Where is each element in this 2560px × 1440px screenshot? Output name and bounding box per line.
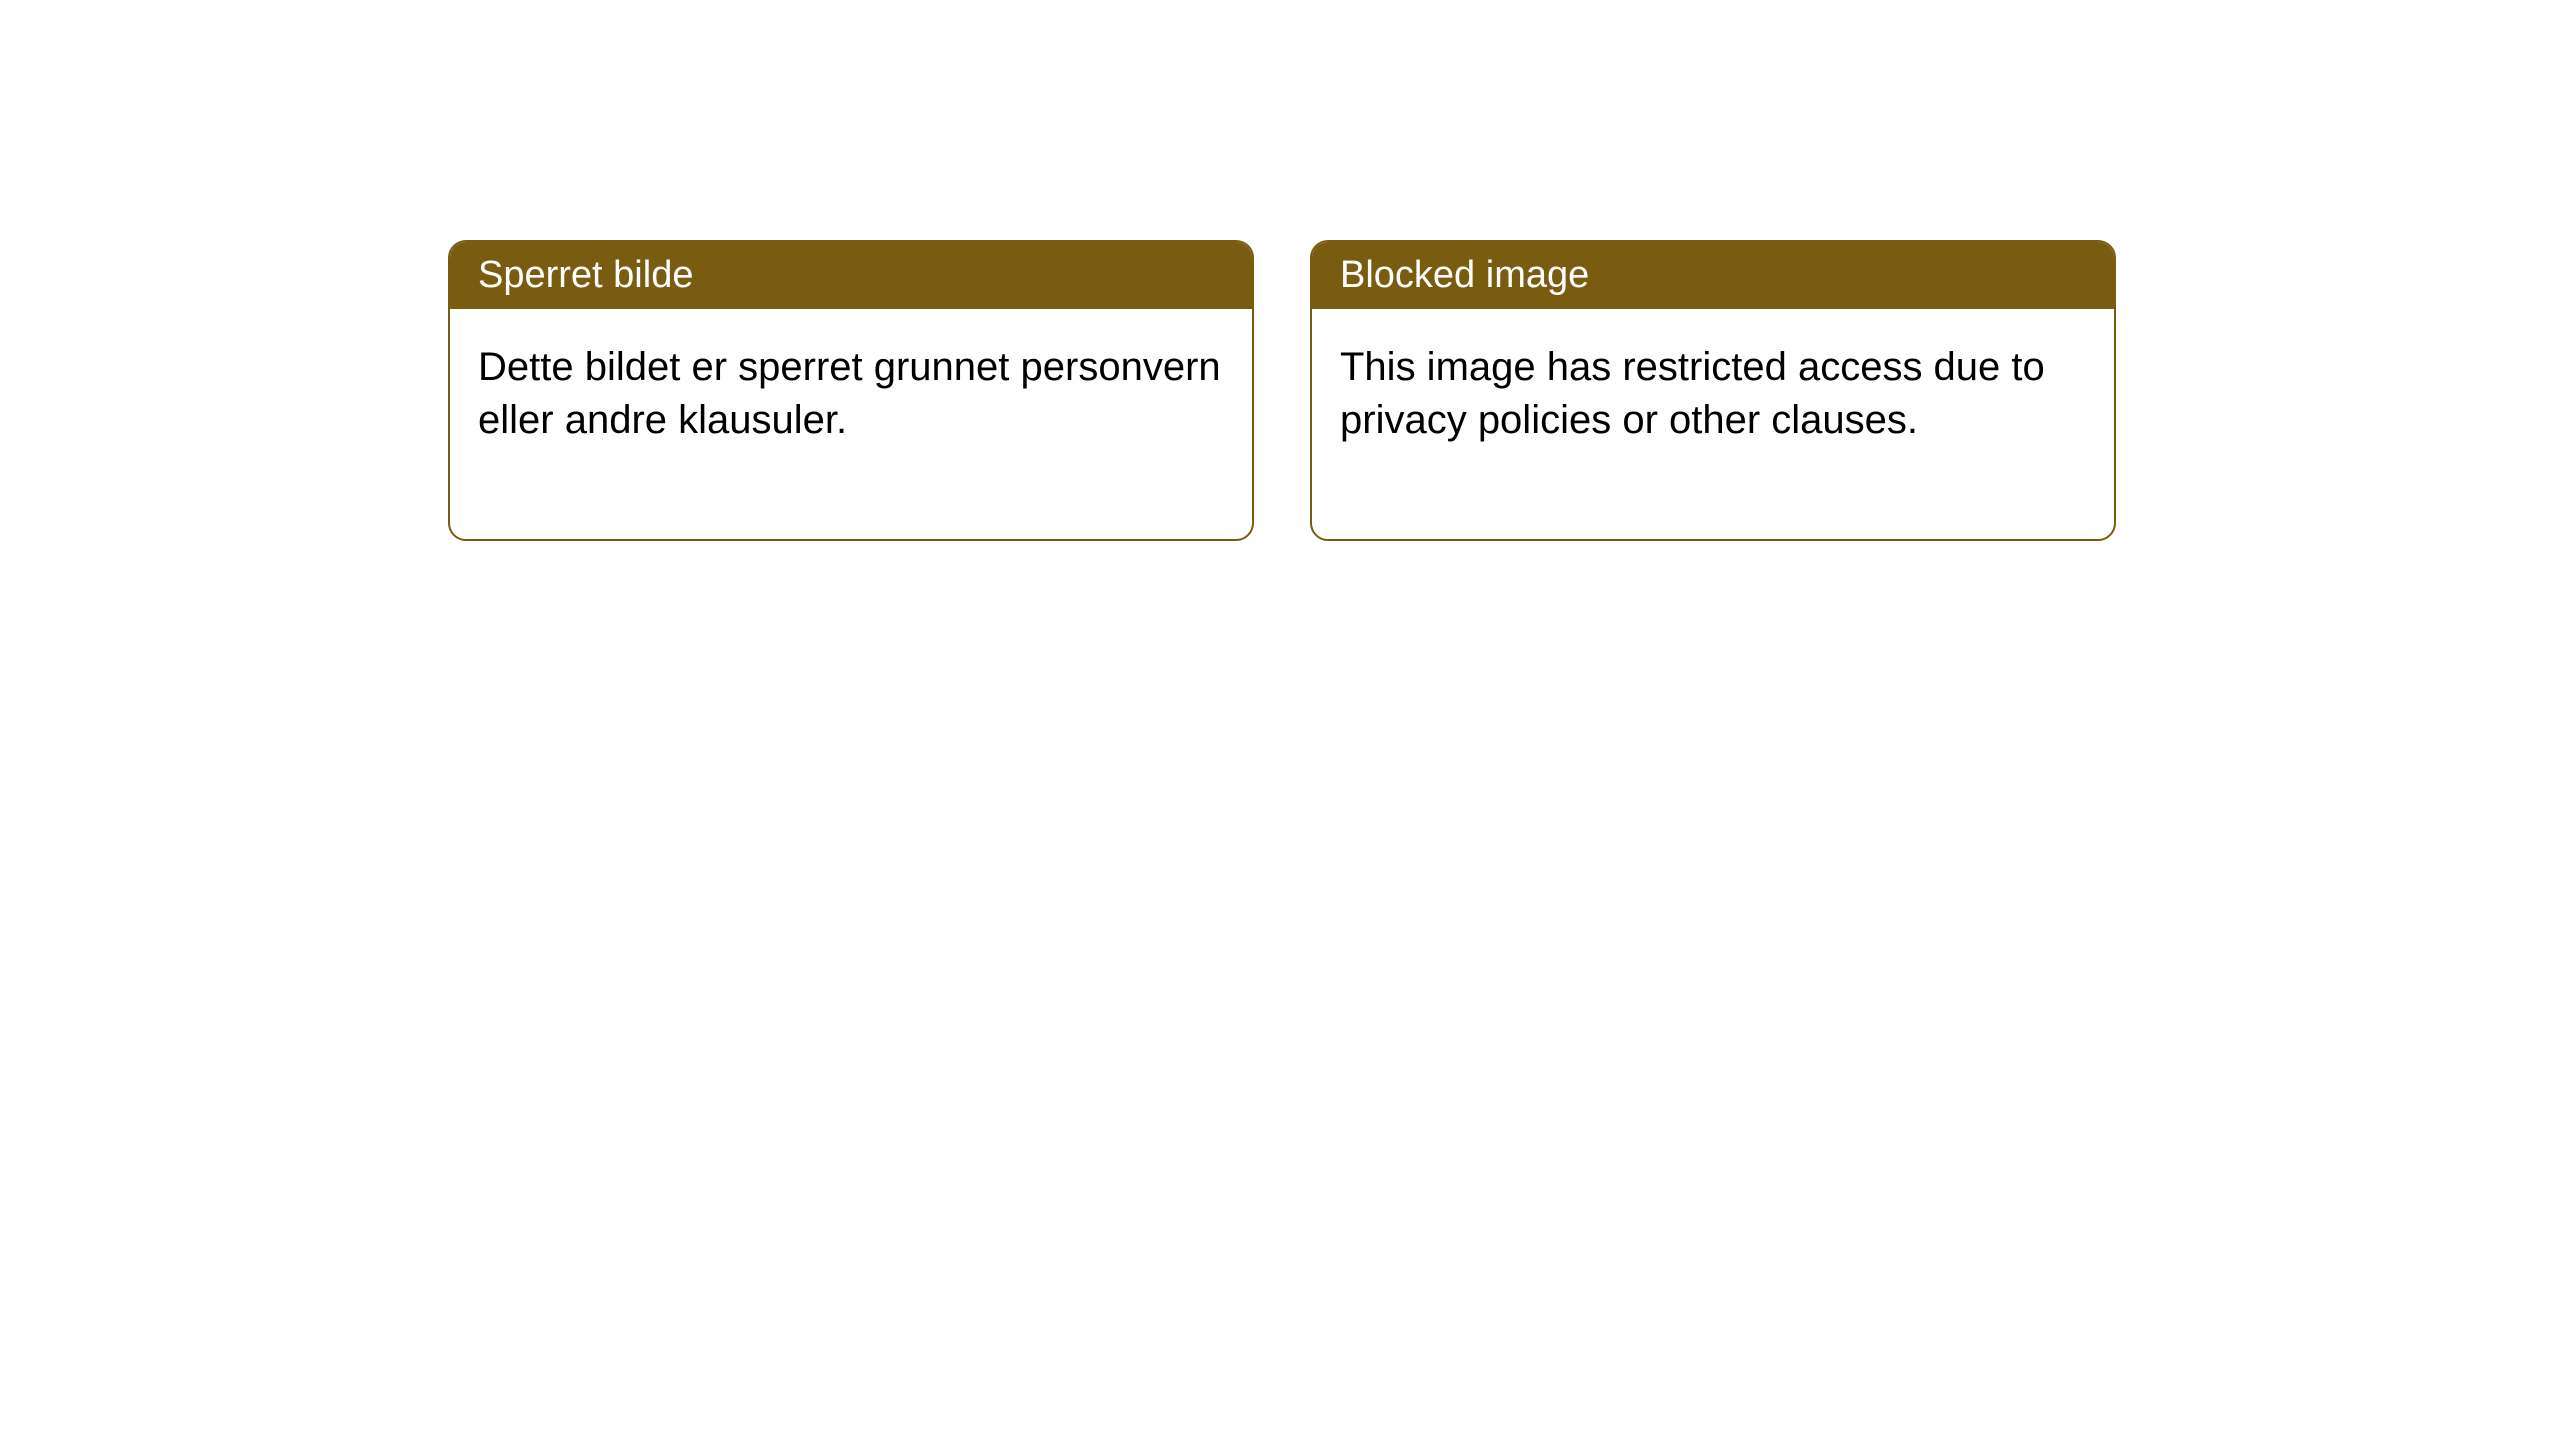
notice-body-norwegian: Dette bildet er sperret grunnet personve… (450, 309, 1252, 539)
notice-title-english: Blocked image (1312, 242, 2114, 309)
notice-card-english: Blocked image This image has restricted … (1310, 240, 2116, 541)
notice-body-english: This image has restricted access due to … (1312, 309, 2114, 539)
blocked-image-notices: Sperret bilde Dette bildet er sperret gr… (448, 240, 2560, 541)
notice-title-norwegian: Sperret bilde (450, 242, 1252, 309)
notice-card-norwegian: Sperret bilde Dette bildet er sperret gr… (448, 240, 1254, 541)
